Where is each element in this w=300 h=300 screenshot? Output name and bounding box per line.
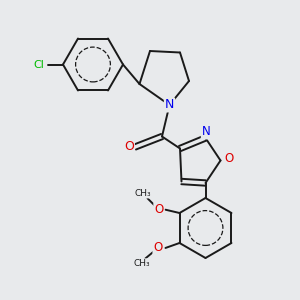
Text: CH₃: CH₃ [135, 189, 152, 198]
Text: O: O [224, 152, 233, 166]
Text: CH₃: CH₃ [133, 259, 150, 268]
Text: N: N [165, 98, 174, 112]
Text: O: O [124, 140, 134, 154]
Text: O: O [153, 242, 163, 254]
Text: N: N [202, 125, 211, 139]
Text: Cl: Cl [33, 59, 44, 70]
Text: O: O [154, 203, 164, 216]
